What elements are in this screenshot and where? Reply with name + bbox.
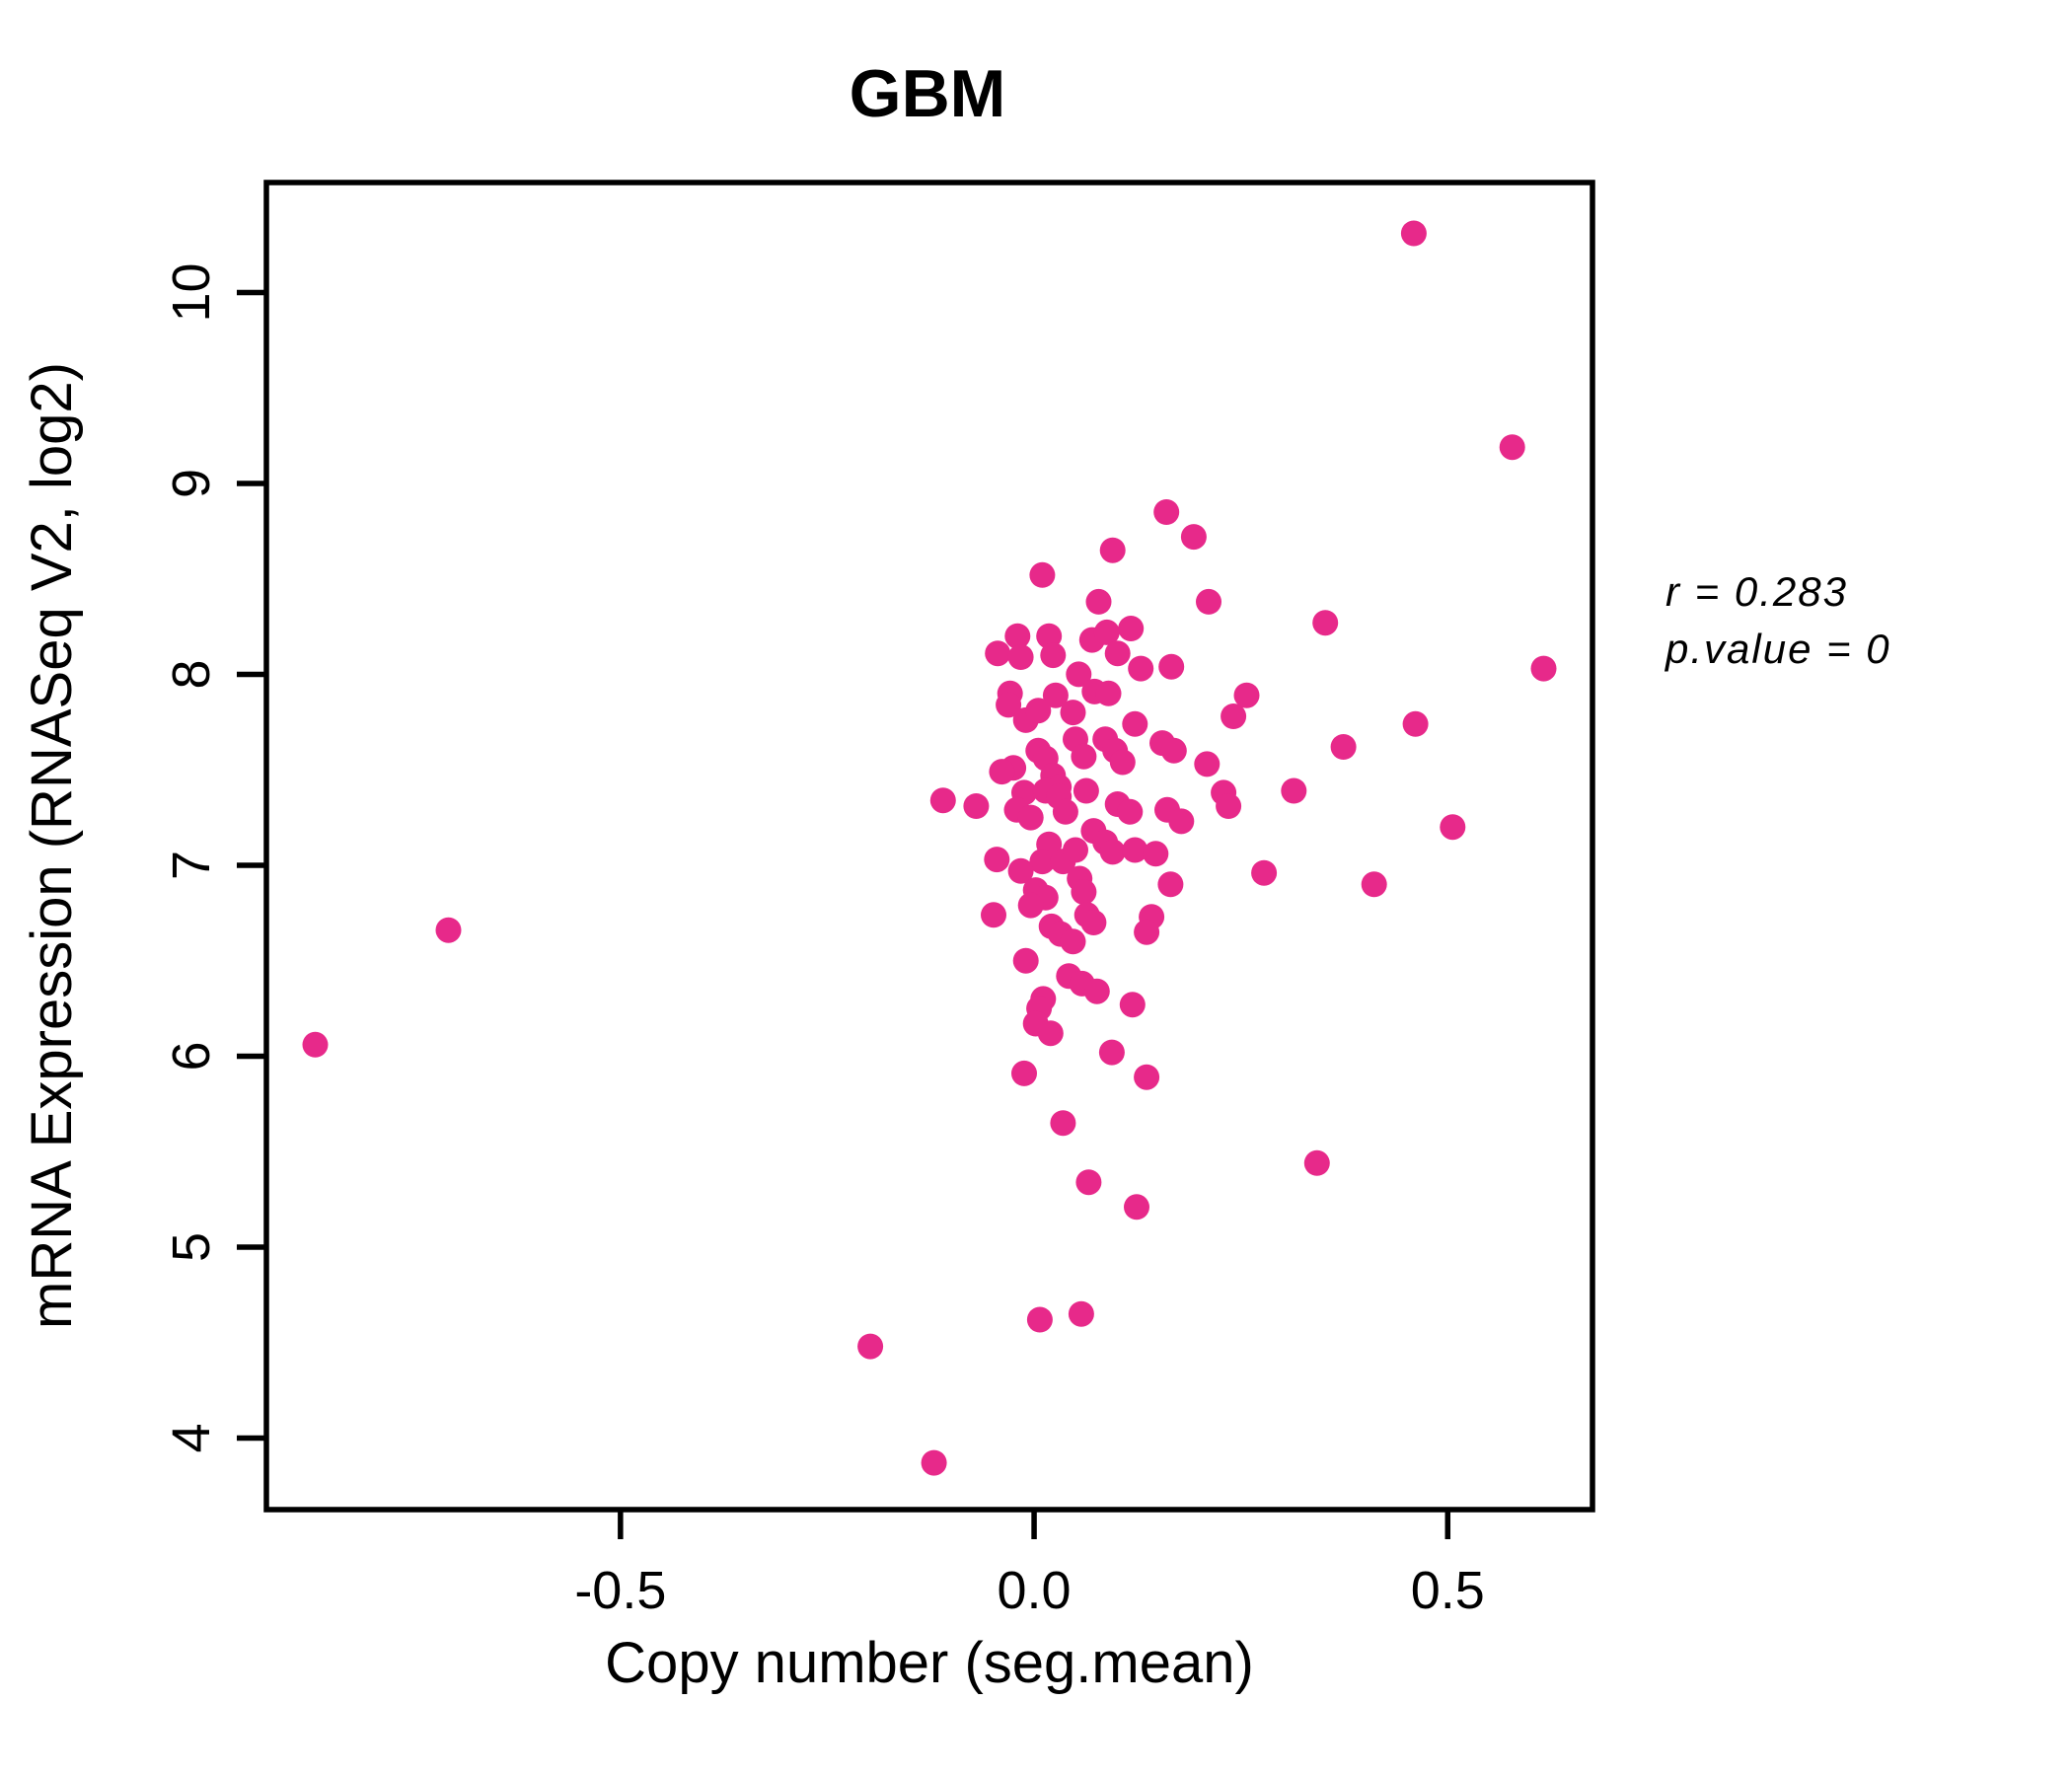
data-point	[302, 1031, 329, 1058]
data-point	[1330, 734, 1357, 760]
data-point	[1040, 642, 1067, 669]
data-point	[1134, 1064, 1160, 1090]
y-tick-label: 7	[162, 851, 221, 880]
data-point	[1093, 619, 1120, 645]
chart-title: GBM	[850, 56, 1006, 131]
data-point	[1060, 928, 1086, 955]
data-point	[1361, 871, 1387, 898]
data-point	[1004, 623, 1031, 649]
data-point	[1124, 1194, 1149, 1221]
data-point	[857, 1333, 884, 1360]
data-point	[1075, 1169, 1102, 1196]
x-tick-label: 0.0	[998, 1561, 1072, 1620]
data-point	[1068, 1300, 1094, 1327]
data-point	[1312, 610, 1339, 636]
data-point	[1119, 992, 1146, 1018]
data-point	[1499, 434, 1525, 461]
y-tick-label: 8	[162, 659, 221, 689]
x-tick-label: 0.5	[1411, 1561, 1485, 1620]
data-point	[1071, 879, 1097, 905]
data-point	[1007, 644, 1034, 670]
data-point	[996, 692, 1022, 718]
data-point	[989, 759, 1015, 785]
data-point	[1122, 837, 1148, 863]
x-tick-label: -0.5	[574, 1561, 666, 1620]
data-point	[1216, 793, 1242, 819]
data-point	[1303, 1149, 1330, 1176]
data-point	[1122, 710, 1148, 737]
data-point	[963, 793, 990, 819]
annotation-p-value: p.value = 0	[1664, 626, 1891, 672]
y-tick-label: 5	[162, 1232, 221, 1262]
data-point	[1160, 737, 1187, 764]
data-point	[1134, 919, 1160, 945]
data-point	[1196, 588, 1221, 615]
data-point	[981, 902, 1006, 928]
y-tick-label: 6	[162, 1041, 221, 1071]
data-point	[1025, 698, 1052, 724]
data-point	[1095, 680, 1122, 706]
data-point	[1400, 220, 1427, 247]
data-point	[1083, 978, 1110, 1004]
data-point	[1029, 849, 1056, 875]
data-point	[1233, 682, 1260, 708]
plot-axes: -0.5 0.0 0.5 4 5 6 7 8 9 10	[162, 180, 1595, 1620]
data-point	[1007, 857, 1034, 884]
data-point	[1168, 808, 1195, 835]
data-point	[1098, 1039, 1125, 1066]
data-point	[1104, 640, 1131, 667]
y-tick-label: 10	[162, 262, 221, 322]
y-tick-label: 4	[162, 1423, 221, 1452]
data-point	[1143, 841, 1169, 867]
data-point	[1063, 837, 1088, 863]
y-tick-label: 9	[162, 469, 221, 498]
data-point	[435, 917, 462, 943]
data-point	[1109, 749, 1136, 776]
data-point	[1026, 1306, 1053, 1333]
data-point	[1117, 798, 1144, 825]
data-point	[1158, 653, 1185, 680]
data-point	[1036, 623, 1063, 649]
data-point	[1099, 537, 1126, 563]
data-point	[1011, 1060, 1037, 1086]
data-point	[1118, 616, 1145, 641]
data-point	[1042, 682, 1069, 708]
data-point	[1085, 588, 1112, 615]
plot-border	[263, 180, 1595, 1513]
data-point	[1012, 947, 1039, 974]
data-point	[1037, 1020, 1064, 1047]
data-point	[1180, 524, 1207, 551]
data-point	[1194, 751, 1221, 777]
data-point	[1251, 859, 1278, 886]
data-point	[1073, 777, 1099, 804]
data-point	[1099, 839, 1126, 865]
data-point	[1066, 661, 1092, 688]
data-point	[1157, 871, 1184, 898]
x-axis-label: Copy number (seg.mean)	[605, 1631, 1254, 1695]
data-point	[921, 1449, 947, 1476]
data-point	[1060, 700, 1086, 726]
data-point	[1071, 743, 1097, 770]
data-point	[1017, 892, 1044, 919]
data-point	[1052, 798, 1078, 825]
data-point	[1029, 561, 1056, 588]
data-point	[1017, 804, 1044, 831]
data-point	[1221, 703, 1247, 729]
annotation-r-value: r = 0.283	[1665, 568, 1848, 615]
data-point	[985, 640, 1011, 667]
data-point	[1530, 655, 1557, 682]
scatter-points	[302, 220, 1557, 1476]
data-point	[984, 847, 1010, 873]
y-axis-label: mRNA Expression (RNASeq V2, log2)	[20, 362, 84, 1329]
data-point	[1402, 710, 1429, 737]
data-point	[1440, 814, 1466, 841]
data-point	[1050, 1110, 1076, 1137]
data-point	[1128, 655, 1154, 682]
data-point	[1080, 910, 1107, 935]
data-point	[1281, 777, 1307, 804]
data-point	[929, 787, 956, 814]
data-point	[1153, 499, 1180, 525]
